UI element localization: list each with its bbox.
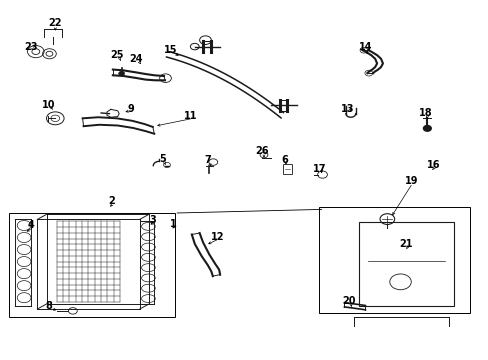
Text: 3: 3	[149, 215, 156, 225]
Text: 8: 8	[45, 301, 52, 311]
Text: 24: 24	[129, 54, 142, 64]
Bar	[9, 213, 175, 317]
Text: 19: 19	[404, 176, 417, 186]
Polygon shape	[107, 109, 119, 117]
Text: 15: 15	[163, 45, 177, 55]
Text: 21: 21	[399, 239, 412, 249]
Text: 26: 26	[254, 145, 268, 156]
Text: 22: 22	[48, 18, 62, 28]
Circle shape	[423, 126, 430, 131]
Text: 12: 12	[210, 232, 224, 242]
Text: 9: 9	[128, 104, 135, 114]
Text: 10: 10	[41, 100, 55, 110]
Text: 6: 6	[281, 155, 287, 165]
Text: 14: 14	[358, 42, 371, 51]
Text: 23: 23	[24, 42, 38, 51]
Text: 7: 7	[204, 155, 211, 165]
Text: 13: 13	[341, 104, 354, 114]
Text: 2: 2	[108, 196, 115, 206]
Circle shape	[119, 71, 124, 76]
Text: 18: 18	[418, 108, 432, 118]
Text: 4: 4	[27, 220, 34, 230]
Text: 1: 1	[170, 219, 177, 229]
Text: 16: 16	[426, 160, 440, 170]
Text: 25: 25	[110, 50, 123, 60]
Text: 11: 11	[184, 111, 197, 121]
Text: 5: 5	[159, 154, 165, 164]
Bar	[282, 163, 292, 174]
Text: 17: 17	[313, 163, 326, 174]
Bar	[358, 222, 453, 306]
Bar	[318, 207, 469, 314]
Text: 20: 20	[342, 296, 355, 306]
